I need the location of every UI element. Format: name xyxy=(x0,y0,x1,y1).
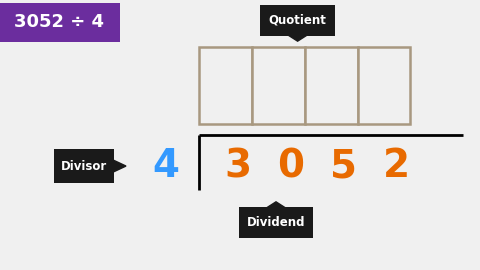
FancyBboxPatch shape xyxy=(305,47,358,124)
Text: Dividend: Dividend xyxy=(247,216,305,229)
FancyBboxPatch shape xyxy=(0,3,120,42)
FancyBboxPatch shape xyxy=(54,149,114,183)
FancyBboxPatch shape xyxy=(199,47,252,124)
FancyBboxPatch shape xyxy=(252,47,305,124)
Text: Divisor: Divisor xyxy=(61,160,107,173)
FancyBboxPatch shape xyxy=(358,47,410,124)
Text: 3: 3 xyxy=(224,147,251,185)
Polygon shape xyxy=(265,202,287,208)
FancyBboxPatch shape xyxy=(260,5,335,36)
Text: 4: 4 xyxy=(152,147,179,185)
Polygon shape xyxy=(111,159,126,173)
Text: 0: 0 xyxy=(277,147,304,185)
Text: 3052 ÷ 4: 3052 ÷ 4 xyxy=(14,13,104,31)
Text: Quotient: Quotient xyxy=(269,14,326,27)
Text: 5: 5 xyxy=(330,147,357,185)
FancyBboxPatch shape xyxy=(239,207,313,238)
Polygon shape xyxy=(287,34,308,41)
Text: 2: 2 xyxy=(383,147,409,185)
